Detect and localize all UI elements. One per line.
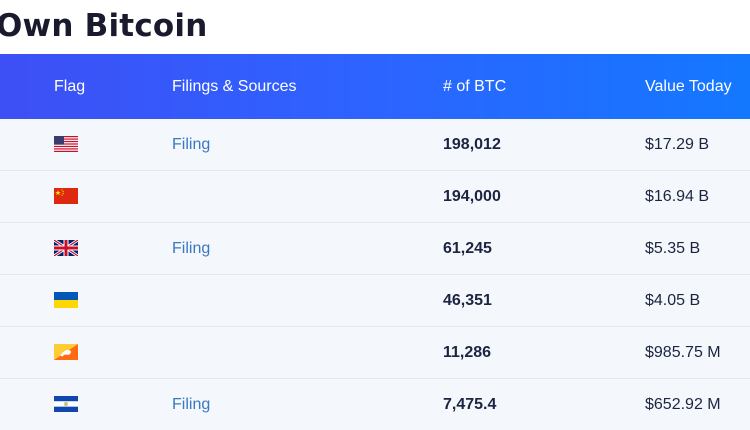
el-salvador-flag-icon: [54, 396, 78, 412]
value-today: $652.92 M: [645, 396, 721, 413]
btc-amount: 7,475.4: [443, 396, 497, 413]
us-flag-icon: [54, 136, 78, 152]
page-title: Own Bitcoin: [0, 8, 208, 44]
table-row: 194,000 $16.94 B: [0, 171, 750, 223]
table-row: 46,351 $4.05 B: [0, 275, 750, 327]
btc-amount: 198,012: [443, 136, 501, 153]
btc-amount: 194,000: [443, 188, 501, 205]
header-flag: Flag: [54, 78, 86, 95]
filing-link[interactable]: Filing: [172, 136, 211, 153]
header-value-today: Value Today: [645, 78, 732, 95]
value-today: $4.05 B: [645, 292, 701, 309]
value-today: $16.94 B: [645, 188, 710, 205]
value-today: $985.75 M: [645, 344, 721, 361]
btc-amount: 46,351: [443, 292, 492, 309]
value-today: $17.29 B: [645, 136, 710, 153]
table-row: Filing 7,475.4 $652.92 M: [0, 379, 750, 430]
table-row: Filing 61,245 $5.35 B: [0, 223, 750, 275]
bitcoin-holdings-table: Flag Filings & Sources # of BTC Value To…: [0, 54, 750, 430]
filing-link[interactable]: Filing: [172, 396, 211, 413]
btc-amount: 11,286: [443, 344, 492, 361]
table-header: Flag Filings & Sources # of BTC Value To…: [0, 54, 750, 119]
btc-amount: 61,245: [443, 240, 492, 257]
table-row: 11,286 $985.75 M: [0, 327, 750, 379]
bhutan-flag-icon: [54, 344, 78, 360]
ukraine-flag-icon: [54, 292, 78, 308]
header-filings-sources: Filings & Sources: [172, 78, 297, 95]
table-row: Filing 198,012 $17.29 B: [0, 119, 750, 171]
china-flag-icon: [54, 188, 78, 204]
header-btc-count: # of BTC: [443, 78, 507, 95]
value-today: $5.35 B: [645, 240, 701, 257]
filing-link[interactable]: Filing: [172, 240, 211, 257]
uk-flag-icon: [54, 240, 78, 256]
